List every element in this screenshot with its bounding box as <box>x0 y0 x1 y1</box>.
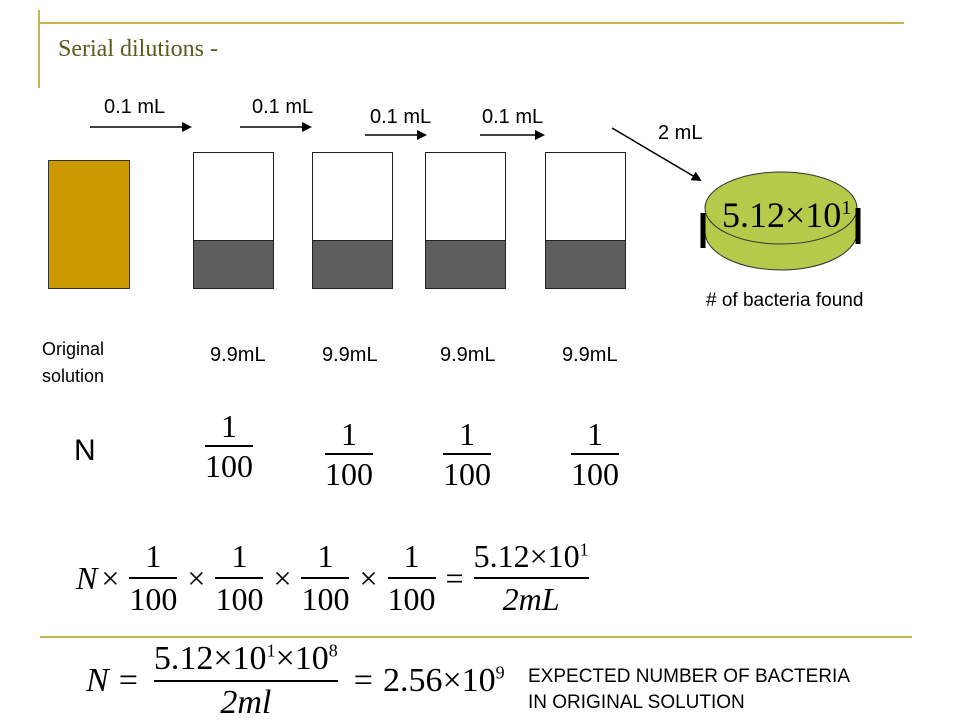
equation-2: N = 5.12×101×108 2ml = 2.56×109 <box>86 640 505 721</box>
bottom-rule <box>40 636 912 638</box>
transfer-label-2: 0.1 mL <box>252 96 314 118</box>
transfer-label-3: 0.1 mL <box>370 106 432 128</box>
eq1-fraction: 1 100 <box>215 538 264 617</box>
diluent-label-2: 9.9mL <box>322 344 378 366</box>
conclusion-text: EXPECTED NUMBER OF BACTERIA IN ORIGINAL … <box>528 666 850 713</box>
diluent-label-1: 9.9mL <box>210 344 266 366</box>
transfer-label-5: 2 mL <box>658 122 703 144</box>
eq2-fraction: 5.12×101×108 2ml <box>153 640 338 721</box>
plate-count: 5.12×101 <box>722 195 852 235</box>
dilution-tube-3 <box>425 152 506 289</box>
transfer-label-4: 0.1 mL <box>482 106 544 128</box>
original-solution-label: Original solution <box>42 339 105 386</box>
petri-dish <box>700 171 861 271</box>
diluent-fill <box>546 240 625 288</box>
n-symbol: N <box>74 434 96 467</box>
diluent-fill <box>313 240 392 288</box>
dilution-fraction-2: 1 100 <box>325 416 373 492</box>
diluent-fill <box>426 240 505 288</box>
eq1-fraction: 1 100 <box>301 538 350 617</box>
dilution-tube-1 <box>193 152 274 289</box>
dilution-tube-2 <box>312 152 393 289</box>
left-rule <box>38 10 40 88</box>
diluent-label-3: 9.9mL <box>440 344 496 366</box>
eq1-rhs-fraction: 5.12×101 2mL <box>473 538 589 617</box>
eq1-fraction: 1 100 <box>387 538 436 617</box>
equation-1: N × 1 100 × 1 100 × 1 100 × 1 100 = 5.12×101… <box>76 538 589 617</box>
dilution-fraction-4: 1 100 <box>571 416 619 492</box>
original-solution-tube <box>48 160 130 289</box>
dilution-fraction-3: 1 100 <box>443 416 491 492</box>
plate-caption: # of bacteria found <box>706 290 864 311</box>
transfer-label-1: 0.1 mL <box>104 96 166 118</box>
slide-title: Serial dilutions - <box>58 36 218 62</box>
diluent-label-4: 9.9mL <box>562 344 618 366</box>
dilution-fraction-1: 1 100 <box>205 408 253 484</box>
top-rule <box>40 22 904 24</box>
diluent-fill <box>194 240 273 288</box>
dilution-tube-4 <box>545 152 626 289</box>
arrow-5 <box>611 127 702 182</box>
eq1-fraction: 1 100 <box>129 538 178 617</box>
